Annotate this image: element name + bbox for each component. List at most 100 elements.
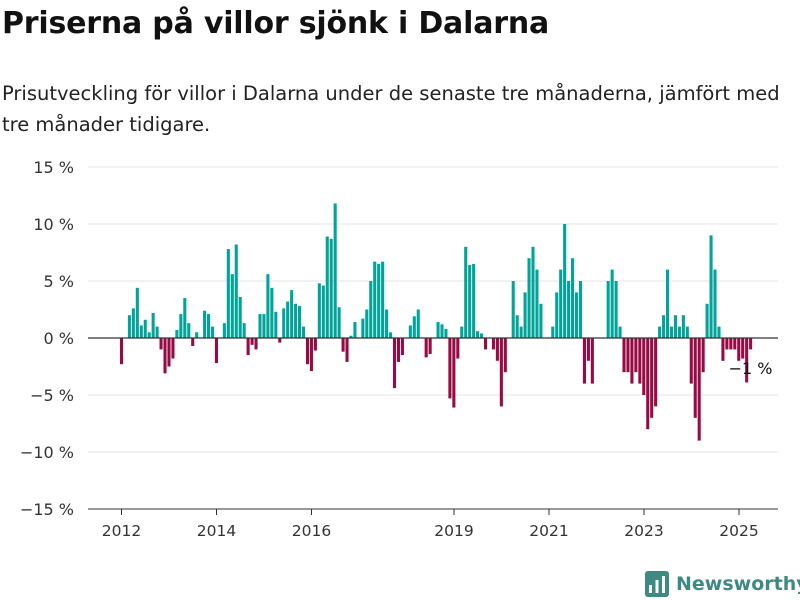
bar — [214, 338, 219, 364]
x-tick-label: 2016 — [292, 522, 331, 540]
bar — [135, 287, 139, 338]
bar — [254, 338, 258, 350]
bar — [309, 338, 313, 372]
bar — [325, 236, 329, 338]
bar — [638, 338, 642, 384]
bar — [456, 338, 460, 359]
bar — [495, 338, 499, 361]
bar — [468, 265, 472, 338]
y-tick-label: −5 % — [30, 386, 74, 405]
bar — [369, 281, 373, 338]
brand-name: Newsworthy — [676, 573, 800, 595]
bar — [329, 238, 333, 338]
bar — [610, 269, 614, 338]
bar — [270, 287, 274, 338]
bar — [499, 338, 503, 407]
bar — [337, 307, 341, 338]
bar — [147, 332, 151, 338]
bar — [705, 303, 709, 338]
y-tick-label: 10 % — [33, 215, 74, 234]
bar — [749, 338, 753, 350]
bar — [476, 331, 480, 338]
brand-logo[interactable]: Newsworthy — [645, 570, 800, 598]
bar — [741, 338, 745, 359]
bar — [210, 326, 215, 338]
bar — [305, 338, 310, 365]
bar — [665, 269, 670, 338]
bar — [385, 309, 389, 338]
bar — [119, 338, 124, 365]
x-tick-label: 2021 — [529, 522, 568, 540]
bar — [191, 338, 195, 346]
bar — [555, 292, 559, 338]
bar — [464, 246, 468, 338]
bar — [175, 330, 179, 338]
bar — [483, 338, 488, 350]
bar — [207, 314, 211, 338]
bar — [230, 274, 234, 338]
bar — [400, 338, 404, 356]
bar — [163, 338, 167, 374]
bar — [353, 322, 357, 338]
bar — [424, 338, 428, 358]
bar — [721, 338, 725, 361]
bar — [381, 261, 385, 338]
bar — [440, 324, 444, 338]
x-tick-label: 2019 — [434, 522, 473, 540]
bar — [626, 338, 630, 373]
bar — [416, 309, 420, 338]
bar — [361, 318, 365, 338]
y-tick-label: 5 % — [44, 272, 74, 291]
bar — [630, 338, 634, 384]
bar — [131, 308, 135, 338]
bar — [491, 338, 495, 350]
bar — [586, 338, 590, 361]
y-tick-label: 15 % — [33, 158, 74, 177]
bar — [551, 326, 555, 338]
bar — [238, 296, 242, 338]
bar — [460, 326, 464, 338]
bar — [745, 338, 749, 383]
x-tick-label: 2023 — [624, 522, 663, 540]
bar — [693, 338, 697, 418]
bar — [654, 338, 658, 407]
bar — [349, 335, 353, 338]
bar — [709, 235, 713, 338]
bar — [258, 314, 262, 338]
bar — [606, 281, 610, 338]
bar — [622, 338, 626, 373]
bar — [278, 338, 282, 343]
bar — [143, 319, 147, 338]
bar — [317, 283, 321, 338]
bar — [428, 338, 432, 354]
bar — [333, 203, 337, 338]
bar — [187, 323, 191, 338]
bar — [563, 224, 567, 338]
bar — [167, 338, 171, 367]
bar — [701, 338, 705, 373]
bar — [286, 301, 290, 338]
bar — [179, 314, 183, 338]
bar — [527, 258, 531, 338]
bar — [590, 338, 594, 384]
bar — [559, 269, 563, 338]
bar — [634, 338, 638, 373]
bar — [582, 338, 586, 384]
bar — [452, 338, 456, 408]
bar — [662, 315, 666, 338]
bar — [642, 338, 646, 395]
bar — [373, 261, 377, 338]
bar — [341, 338, 345, 352]
bar — [697, 338, 701, 441]
bar — [408, 325, 412, 338]
bar — [389, 332, 393, 338]
bar — [298, 306, 302, 338]
bar — [171, 338, 175, 359]
bar — [646, 338, 650, 430]
bar — [567, 281, 571, 338]
bar — [195, 332, 199, 338]
bar — [531, 246, 535, 338]
bar — [392, 338, 397, 389]
bar — [242, 323, 246, 338]
bar — [282, 308, 286, 338]
